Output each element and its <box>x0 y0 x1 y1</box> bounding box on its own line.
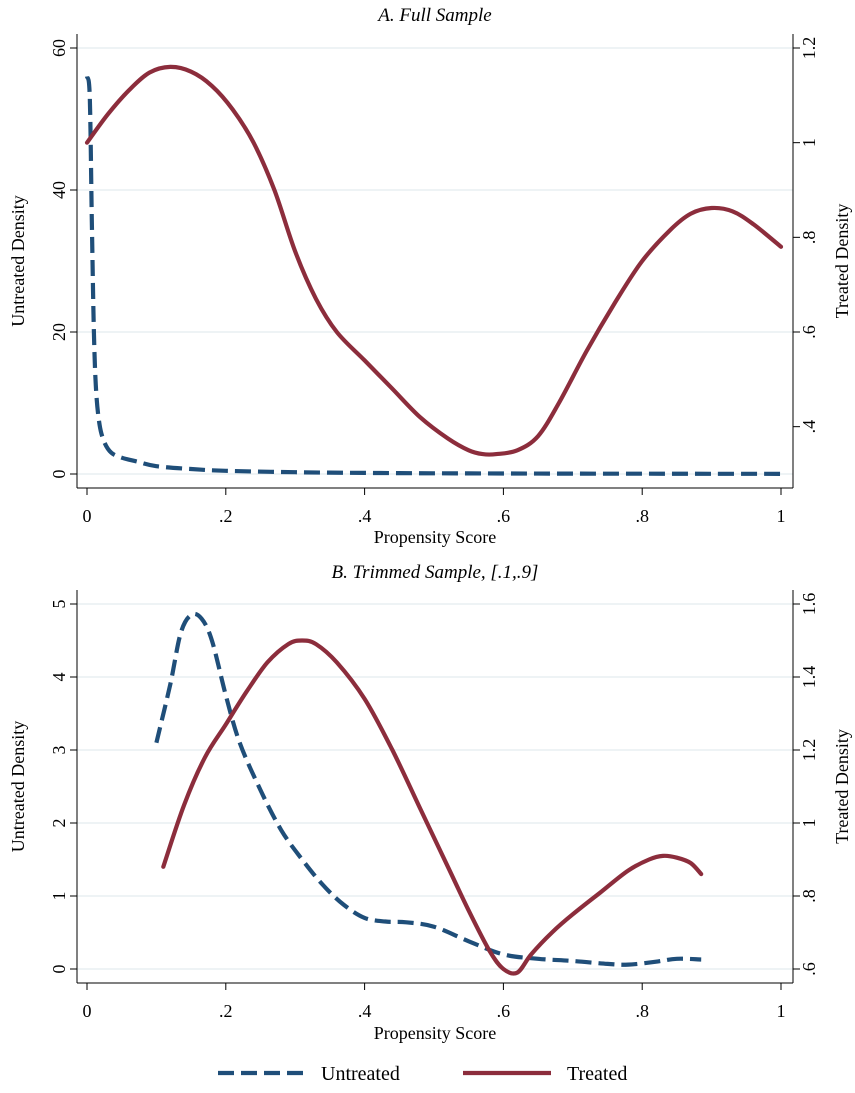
legend-label-treated: Treated <box>567 1063 627 1085</box>
x-tick-label: 1 <box>777 506 786 526</box>
y-right-tick-label: 1 <box>799 819 819 828</box>
chart-title: B. Trimmed Sample, [.1,.9] <box>332 562 539 583</box>
y-right-tick-label: .8 <box>799 231 819 245</box>
y-left-tick-label: 5 <box>49 600 69 609</box>
y-right-tick-label: 1.4 <box>799 666 819 689</box>
y-left-axis-label: Untreated Density <box>8 195 28 326</box>
y-left-tick-label: 3 <box>49 746 69 755</box>
series-line-untreated <box>84 75 782 476</box>
x-tick-label: .4 <box>358 1001 372 1021</box>
x-tick-label: .2 <box>219 1001 233 1021</box>
series-line-treated <box>161 638 704 976</box>
legend: Untreated Treated <box>218 1063 627 1085</box>
y-left-tick-label: 40 <box>49 181 69 199</box>
y-right-tick-label: 1.2 <box>799 739 819 762</box>
series-line-treated <box>84 64 784 457</box>
y-right-axis-label: Treated Density <box>832 729 852 844</box>
y-right-tick-label: 1 <box>799 138 819 147</box>
y-left-tick-label: 2 <box>49 819 69 828</box>
legend-label-untreated: Untreated <box>321 1063 400 1085</box>
panel-full-sample: A. Full Sample 0 .2 .4 .6 .8 1 Propensity Score… <box>8 5 852 547</box>
panel-trimmed-sample: B. Trimmed Sample, [.1,.9] 0 .2 .4 .6 .8 1 Prop… <box>8 562 852 1043</box>
x-tick-label: .6 <box>497 1001 511 1021</box>
x-axis-label: Propensity Score <box>374 1023 496 1043</box>
y-right-tick-label: 1.2 <box>799 37 819 60</box>
chart-title: A. Full Sample <box>376 5 491 26</box>
y-left-tick-label: 0 <box>49 965 69 974</box>
x-tick-label: 1 <box>777 1001 786 1021</box>
y-right-tick-label: .6 <box>799 962 819 976</box>
y-left-tick-label: 1 <box>49 892 69 901</box>
y-left-tick-label: 4 <box>49 673 69 682</box>
y-left-tick-label: 20 <box>49 323 69 341</box>
x-axis-label: Propensity Score <box>374 527 496 547</box>
y-left-axis-label: Untreated Density <box>8 721 28 852</box>
x-tick-label: .4 <box>358 506 372 526</box>
x-tick-label: .2 <box>219 506 233 526</box>
x-tick-label: 0 <box>83 1001 92 1021</box>
y-left-tick-label: 0 <box>49 470 69 479</box>
x-tick-label: 0 <box>83 506 92 526</box>
y-right-axis-label: Treated Density <box>832 204 852 319</box>
y-right-tick-label: 1.6 <box>799 593 819 616</box>
y-left-tick-label: 60 <box>49 39 69 57</box>
y-right-tick-label: .4 <box>799 420 819 434</box>
y-right-tick-label: .6 <box>799 325 819 339</box>
x-tick-label: .8 <box>635 506 649 526</box>
y-right-tick-label: .8 <box>799 889 819 903</box>
x-tick-label: .6 <box>497 506 511 526</box>
series-line-untreated <box>154 611 702 967</box>
x-tick-label: .8 <box>635 1001 649 1021</box>
